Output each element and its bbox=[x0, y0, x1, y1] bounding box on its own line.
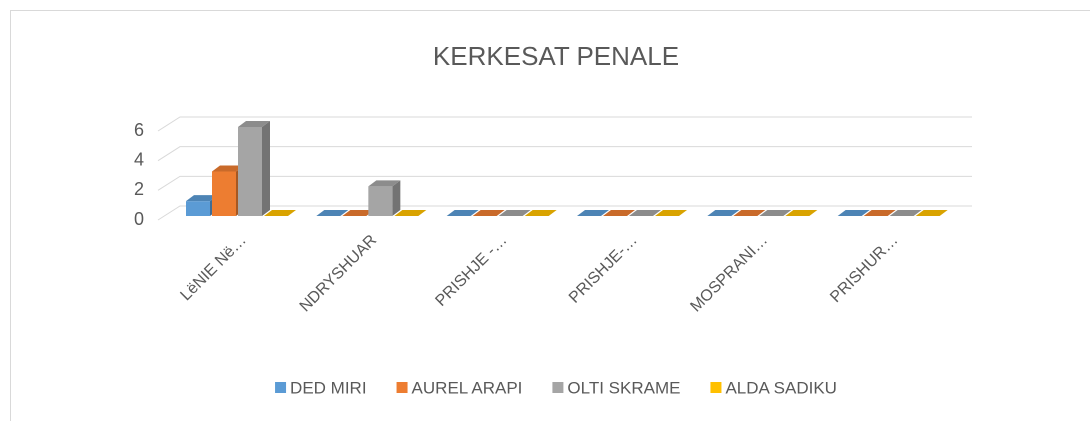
bar bbox=[238, 121, 270, 216]
legend-swatch bbox=[275, 382, 287, 393]
y-tick-label: 2 bbox=[134, 179, 144, 199]
bar-top bbox=[446, 210, 479, 216]
bar bbox=[629, 210, 661, 216]
bar-top bbox=[472, 210, 505, 216]
bar-top bbox=[733, 210, 766, 216]
y-tick-label: 4 bbox=[134, 149, 144, 169]
bar bbox=[472, 210, 505, 216]
bar bbox=[577, 210, 609, 216]
bar-top bbox=[759, 210, 792, 216]
grid-line bbox=[157, 116, 972, 132]
bar bbox=[889, 210, 922, 216]
bar bbox=[264, 210, 296, 216]
bar bbox=[863, 210, 896, 216]
bar-top bbox=[629, 210, 661, 216]
bar bbox=[759, 210, 792, 216]
bar-top bbox=[889, 210, 922, 216]
bar-top bbox=[915, 210, 948, 216]
bar bbox=[342, 210, 375, 216]
bar bbox=[733, 210, 766, 216]
bar bbox=[498, 210, 531, 216]
bar bbox=[316, 210, 349, 216]
bar-top bbox=[316, 210, 349, 216]
bar-top bbox=[655, 210, 687, 216]
legend-swatch bbox=[710, 382, 722, 393]
bar-top bbox=[524, 210, 557, 216]
bar-top bbox=[186, 195, 218, 202]
bar-front bbox=[212, 171, 236, 216]
bar-top bbox=[368, 180, 401, 187]
bar-top bbox=[837, 210, 870, 216]
bar-top bbox=[863, 210, 896, 216]
bar-front bbox=[238, 127, 262, 216]
y-tick-label: 6 bbox=[134, 120, 144, 140]
legend-label: ALDA SADIKU bbox=[725, 378, 837, 397]
bar-top bbox=[342, 210, 375, 216]
legend-swatch bbox=[396, 382, 408, 393]
bar bbox=[915, 210, 948, 216]
grid-line bbox=[157, 175, 972, 191]
bar-top bbox=[394, 210, 427, 216]
bar bbox=[394, 210, 427, 216]
bar bbox=[603, 210, 635, 216]
legend-label: DED MIRI bbox=[290, 378, 367, 397]
bar-top bbox=[707, 210, 740, 216]
bar-top bbox=[238, 121, 270, 127]
bar-front bbox=[186, 201, 210, 216]
grid-line bbox=[157, 146, 972, 162]
bar bbox=[524, 210, 557, 216]
y-tick-label: 0 bbox=[134, 209, 144, 229]
bar-front bbox=[368, 186, 393, 216]
bar bbox=[785, 210, 818, 216]
grid-line bbox=[157, 205, 972, 221]
bar-top bbox=[577, 210, 609, 216]
bar-top bbox=[785, 210, 818, 216]
legend-label: OLTI SKRAME bbox=[567, 378, 680, 397]
bar bbox=[655, 210, 687, 216]
bar bbox=[837, 210, 870, 216]
legend-label: AUREL ARAPI bbox=[412, 378, 523, 397]
bar-top bbox=[498, 210, 531, 216]
bar-side bbox=[392, 180, 401, 216]
bar-top bbox=[603, 210, 635, 216]
chart-title: KERKESAT PENALE bbox=[433, 41, 679, 71]
bar bbox=[368, 180, 401, 216]
bar-top bbox=[212, 165, 244, 172]
bar bbox=[707, 210, 740, 216]
bar bbox=[446, 210, 479, 216]
legend-swatch bbox=[552, 382, 564, 393]
bar-top bbox=[264, 210, 296, 216]
bar-side bbox=[262, 121, 270, 216]
